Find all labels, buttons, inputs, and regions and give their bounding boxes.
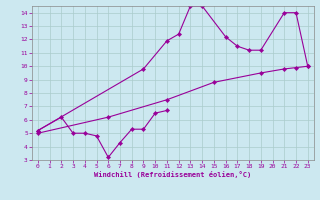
X-axis label: Windchill (Refroidissement éolien,°C): Windchill (Refroidissement éolien,°C) bbox=[94, 171, 252, 178]
